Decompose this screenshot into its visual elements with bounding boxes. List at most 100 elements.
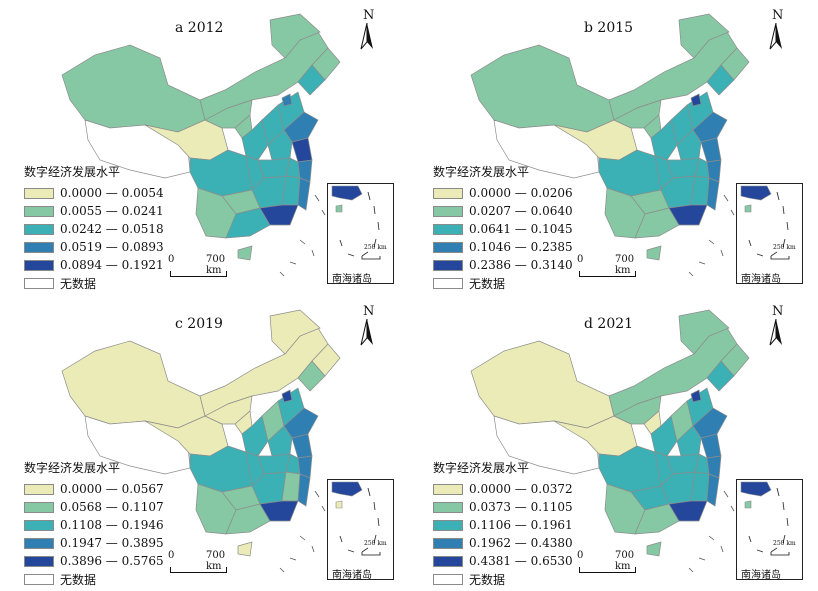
nine-dash-line [776,487,780,497]
scale-distance: 700 km [615,254,635,276]
legend: 数字经济发展水平 0.0000 — 0.0567 0.0568 — 0.1107… [24,459,164,588]
nine-dash-line [367,191,371,201]
nine-dash-line [377,517,380,527]
nine-dash-line [339,535,343,543]
boundary-dash [688,271,694,277]
legend-item: 无数据 [24,570,164,588]
province-beijing [281,389,293,403]
legend-item: 0.0373 — 0.1105 [433,498,573,516]
legend-swatch [433,483,463,495]
panel-title: b 2015 [584,20,634,36]
province-heilongjiang [678,13,730,59]
boundary-dash [720,249,724,257]
legend-label: 0.4381 — 0.6530 [469,554,573,568]
legend-label: 0.1108 — 0.1946 [60,518,164,532]
legend-item: 0.0000 — 0.0054 [24,184,164,202]
nine-dash-line [786,517,789,527]
legend-swatch [24,483,54,495]
province-heilongjiang [269,309,321,355]
panel-title: a 2012 [175,20,224,36]
legend-item: 0.0000 — 0.0372 [433,480,573,498]
province-jiangsu [291,137,313,163]
scale-line [170,271,227,277]
legend: 数字经济发展水平 0.0000 — 0.0054 0.0055 — 0.0241… [24,163,164,292]
north-arrow-icon: N [767,304,789,350]
boundary-dash [730,209,735,216]
legend-label: 无数据 [469,572,506,587]
boundary-dash [708,239,715,245]
scale-distance: 700 km [615,550,635,572]
inset-scale-line [770,552,790,556]
boundary-dash [708,535,715,541]
scale-line [170,567,227,573]
province-fujian [297,177,311,211]
province-jiangsu [291,433,313,459]
province-xinjiang [470,340,615,429]
map-panel-2019: c 2019 N 数字经济发展水平 0.0000 — 0.0567 0.0568… [0,296,409,591]
province-hainan [646,245,662,261]
province-hainan [646,541,662,557]
legend-label: 无数据 [60,276,97,291]
panel-title: c 2019 [175,316,223,332]
province-guangdong [259,500,299,522]
inset-name: 南海诸岛 [332,274,372,285]
boundary-dash [698,557,706,561]
legend-item: 0.0000 — 0.0206 [433,184,573,202]
nine-dash-line [748,535,752,543]
nine-dash-line [782,501,785,511]
legend-swatch [433,259,463,271]
inset-hainan [744,204,752,213]
province-hainan [237,541,253,557]
scale-zero: 0 [168,550,175,561]
province-fujian [706,177,720,211]
province-xinjiang [61,44,206,133]
province-hainan [237,245,253,261]
china-map [470,309,750,573]
boundary-dash [311,249,315,257]
legend: 数字经济发展水平 0.0000 — 0.0372 0.0373 — 0.1105… [433,459,573,588]
boundary-dash [289,261,297,265]
boundary-dash [730,505,735,512]
nine-dash-line [782,205,785,215]
province-heilongjiang [269,13,321,59]
legend-swatch [24,187,54,199]
legend-item: 0.2386 — 0.3140 [433,256,573,274]
inset-name: 南海诸岛 [332,570,372,581]
legend-item: 0.1046 — 0.2385 [433,238,573,256]
legend-swatch [433,277,463,289]
inset-scale: 250 km [364,244,387,251]
legend-item: 0.1108 — 0.1946 [24,516,164,534]
province-liaoning [297,360,326,392]
legend-item: 0.1962 — 0.4380 [433,534,573,552]
inset-scale-line [361,552,381,556]
scale-line [579,271,636,277]
legend-title: 数字经济发展水平 [24,461,121,475]
legend-item: 0.1947 — 0.3895 [24,534,164,552]
boundary-dash [723,490,729,498]
inset-scale-line [770,256,790,260]
nine-dash-line [361,251,369,257]
south-china-sea-inset: 250 km 南海诸岛 [327,479,394,581]
legend-label: 0.0641 — 0.1045 [469,222,573,236]
province-guangdong [259,204,299,226]
legend-item: 0.0207 — 0.0640 [433,202,573,220]
china-map [61,13,341,277]
south-china-sea-inset: 250 km 南海诸岛 [736,183,803,285]
legend-swatch [433,241,463,253]
panel-title: d 2021 [584,316,634,332]
north-label: N [772,8,784,23]
legend-swatch [433,501,463,513]
legend-item: 0.0641 — 0.1045 [433,220,573,238]
legend-swatch [433,205,463,217]
province-beijing [690,93,702,107]
boundary-dash [723,194,729,202]
nine-dash-line [756,549,764,553]
province-guangxi [634,207,680,239]
inset-scale: 250 km [773,540,796,547]
legend-swatch [24,205,54,217]
north-arrow-icon: N [358,304,380,350]
nine-dash-line [373,501,376,511]
province-heilongjiang [678,309,730,355]
nine-dash-line [770,251,778,257]
